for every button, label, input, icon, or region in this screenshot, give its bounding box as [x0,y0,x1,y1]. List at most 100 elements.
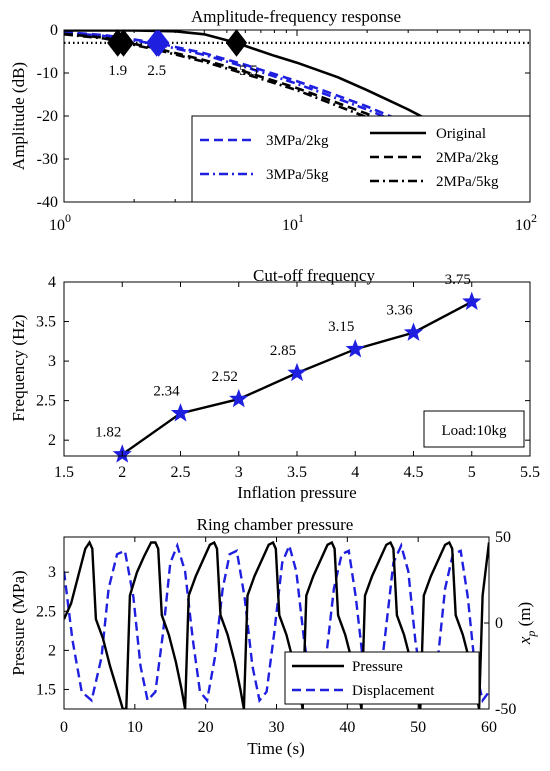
p2-y-tick-label-2: 3 [48,353,56,370]
p3-right-y-tick-label-2: -50 [495,701,516,718]
p1-plot-area: 1.9 2.5 5.5 [64,29,530,202]
p3-x-tick-label-3: 30 [269,719,285,736]
p2-y-ticks: 2 2.5 3 3.5 4 [36,274,530,449]
p2-x-tick-label-8: 5.5 [520,464,540,481]
p1-legend-label-1: 3MPa/5kg [266,167,329,183]
p2-annotation-box [423,410,525,448]
p2-point-label-0: 1.82 [95,424,121,440]
p2-x-axis-label: Inflation pressure [237,483,356,502]
p2-y-axis-label: Frequency (Hz) [9,314,28,421]
p1-series-line-1 [64,32,523,202]
p2-x-tick-label-6: 4.5 [404,464,424,481]
p3-series-group [64,540,489,709]
p2-plot-area: 1.82 2.34 2.52 2.85 3.15 3.36 3.75 [95,272,482,463]
p3-right-y-tick-label-1: 0 [495,615,503,632]
p1-legend-box [191,115,531,203]
p1-cutoff-marker-1 [112,29,135,57]
p1-y-tick-label-2: -20 [37,108,58,125]
p1-title: Amplitude-frequency response [191,7,401,26]
p3-right-y-tick-label-0: 50 [495,529,511,546]
p2-point-label-4: 3.15 [328,319,354,335]
p2-point-label-6: 3.75 [445,272,471,288]
p2-y-tick-label-4: 4 [48,274,56,291]
p3-y-tick-label-3: 3 [48,564,56,581]
p3-x-tick-label-2: 20 [198,719,214,736]
p3-series-line-1 [64,541,489,704]
p2-star-marker-3 [287,362,307,382]
p3-x-tick-label-0: 0 [60,719,68,736]
p1-legend-label-r2: 2MPa/5kg [436,174,499,190]
p1-x-tick-exp-1: 1 [298,211,304,225]
p3-x-axis-label: Time (s) [247,739,304,758]
p3-title: Ring chamber pressure [197,515,354,534]
p3-plot-area [64,540,489,709]
p2-star-marker-5 [403,322,424,341]
p2-point-label-5: 3.36 [386,303,413,319]
p1-y-axis-label: Amplitude (dB) [9,62,28,170]
p1-y-tick-label-0: 0 [50,22,58,39]
p2-star-marker-6 [462,291,482,310]
p3-right-y-axis-label: xp (m) [515,602,538,645]
p2-annotation-text: Load:10kg [442,423,507,439]
p1-legend-label-r0: Original [436,126,486,142]
p3-series-line-0 [64,540,489,709]
p1-y-ticks: 0 -10 -20 -30 -40 [37,22,530,211]
p3-x-ticks: 0 10 20 30 40 50 60 [60,537,497,736]
cutoff-frequency-panel: Cut-off frequency 1.822.342.522.853.153.… [9,266,540,502]
p1-x-tick-exp-2: 2 [531,211,537,225]
p2-point-label-2: 2.52 [212,369,238,385]
p1-x-tick-base-1: 10 [282,217,298,234]
p1-x-tick-exp-0: 0 [65,211,71,225]
p3-legend-box [284,651,480,705]
p2-y-tick-label-0: 2 [48,432,56,449]
p2-x-tick-label-1: 2 [118,464,126,481]
p1-legend-label-0: 3MPa/2kg [266,133,329,149]
amplitude-frequency-panel: Amplitude-frequency response 1.9 2.5 5.5 0… [9,7,537,234]
p1-x-tick-label-0: 100 [49,211,71,234]
p2-x-tick-label-0: 1.5 [54,464,74,481]
p1-x-ticks: 100 101 102 [49,30,537,234]
p2-x-tick-label-2: 2.5 [171,464,191,481]
p2-x-ticks: 1.5 2 2.5 3 3.5 4 4.5 5 5.5 [54,282,540,481]
p3-y-tick-label-0: 1.5 [36,681,56,698]
p2-star-marker-2 [229,388,249,408]
p1-cutoff-marker-4 [225,29,248,57]
p3-y-axis-label: Pressure (MPa) [9,570,28,675]
p2-star-marker-1 [170,403,191,422]
p3-legend: Pressure Displacement [284,651,480,705]
p2-point-label-3: 2.85 [270,343,296,359]
p3-legend-label-0: Pressure [352,659,403,675]
p1-cutoff-marker-label-4: 5.5 [239,63,258,79]
p2-title: Cut-off frequency [253,266,375,285]
p1-x-tick-label-2: 102 [515,211,537,234]
p2-x-tick-label-4: 3.5 [287,464,307,481]
p2-point-label-1: 2.34 [153,383,180,399]
p3-y-tick-label-2: 2.5 [36,603,56,620]
p2-x-tick-label-5: 4 [351,464,359,481]
p3-x-tick-label-6: 60 [481,719,497,736]
p1-x-tick-base-2: 10 [515,217,531,234]
p1-legend-label-r1: 2MPa/2kg [436,150,499,166]
p1-y-tick-label-3: -30 [37,151,58,168]
p1-x-tick-label-1: 101 [282,211,304,234]
p3-x-tick-label-4: 40 [339,719,355,736]
p1-cutoff-marker-label-2: 2.5 [147,63,166,79]
p1-cutoff-marker-3 [148,29,170,57]
p1-legend: 3MPa/2kg 3MPa/5kg Original 2MPa/2kg 2MPa/5kg [191,115,531,203]
p3-y-ticks: 1.5 2 2.5 3 [36,564,69,698]
ring-chamber-pressure-panel: Ring chamber pressure 1.5 2 2.5 3 50 0 -50 0 1… [9,515,538,758]
p2-y-tick-label-3: 3.5 [36,314,56,331]
p3-x-tick-label-5: 50 [410,719,426,736]
p2-star-marker-4 [345,339,365,358]
p1-x-tick-base-0: 10 [49,217,65,234]
p3-legend-label-1: Displacement [352,683,435,699]
p3-y-tick-label-1: 2 [48,642,56,659]
p1-y-tick-label-1: -10 [37,65,58,82]
p3-x-tick-label-1: 10 [127,719,143,736]
p2-y-tick-label-1: 2.5 [36,393,56,410]
p2-x-tick-label-7: 5 [468,464,476,481]
p2-series-line [121,300,473,456]
p2-x-tick-label-3: 3 [235,464,243,481]
p1-cutoff-marker-label-0: 1.9 [108,63,127,79]
